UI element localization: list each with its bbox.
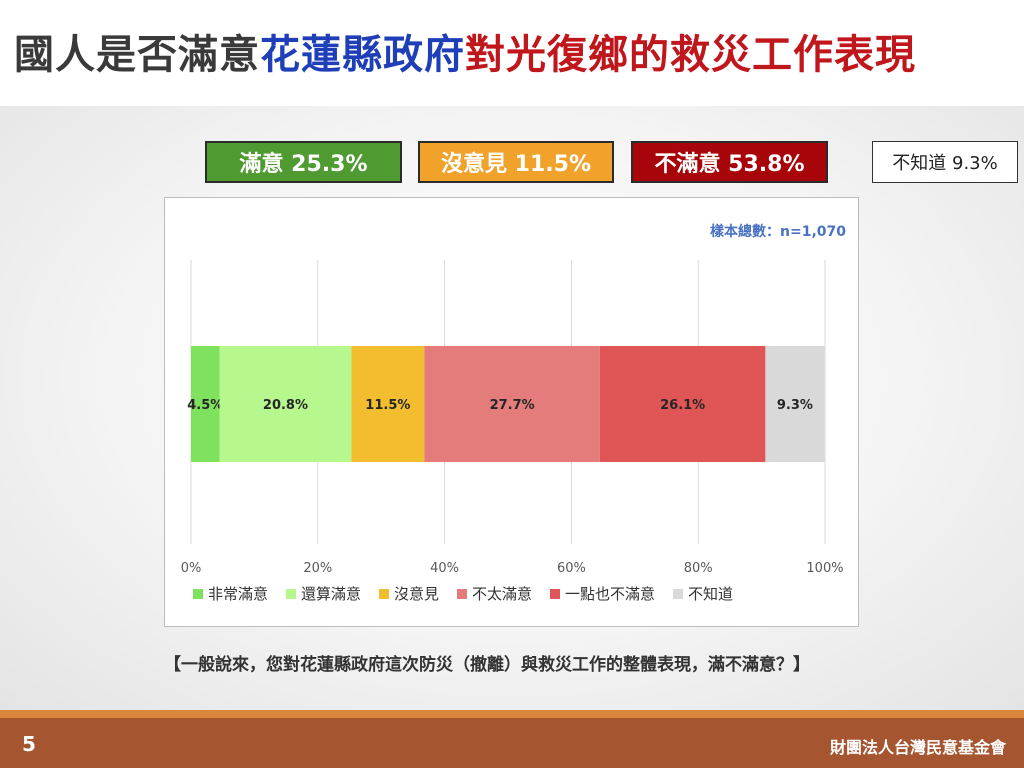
legend-swatch <box>379 589 389 599</box>
sample-size-label: 樣本總數：n=1,070 <box>710 223 846 240</box>
x-tick-label: 100% <box>806 561 843 576</box>
legend-swatch <box>286 589 296 599</box>
x-tick-label: 80% <box>684 561 713 576</box>
footer-accent-strip <box>0 710 1024 718</box>
bar-segment <box>765 346 825 462</box>
summary-dissatisfied-box: 不滿意 53.8% <box>631 141 828 183</box>
title-part-2: 花蓮縣政府 <box>260 32 465 78</box>
legend-label: 沒意見 <box>394 585 439 603</box>
legend-label: 還算滿意 <box>301 585 361 603</box>
bar-segment <box>219 346 352 462</box>
data-label: 9.3% <box>777 398 813 413</box>
data-label: 27.7% <box>490 398 535 413</box>
legend-label: 一點也不滿意 <box>565 585 655 603</box>
x-tick-label: 40% <box>430 561 459 576</box>
legend-swatch <box>673 589 683 599</box>
bar-segment <box>424 346 600 462</box>
data-label: 4.5% <box>187 398 223 413</box>
data-label: 20.8% <box>263 398 308 413</box>
legend-swatch <box>457 589 467 599</box>
data-label: 26.1% <box>660 398 705 413</box>
legend-label: 不太滿意 <box>472 585 532 603</box>
footer-bar: 5 財團法人台灣民意基金會 <box>0 718 1024 768</box>
title-part-1: 國人是否滿意 <box>14 32 260 78</box>
page-number: 5 <box>22 732 36 756</box>
legend-label: 不知道 <box>688 585 733 603</box>
bar-segment <box>599 346 766 462</box>
legend-label: 非常滿意 <box>208 585 268 603</box>
bar-segment <box>351 346 425 462</box>
summary-neutral-box: 沒意見 11.5% <box>418 141 614 183</box>
bar-segment <box>191 346 220 462</box>
page-title: 國人是否滿意花蓮縣政府對光復鄉的救災工作表現 <box>14 22 916 80</box>
summary-satisfied-box: 滿意 25.3% <box>205 141 402 183</box>
legend-swatch <box>193 589 203 599</box>
organization-name: 財團法人台灣民意基金會 <box>829 738 1006 757</box>
x-tick-label: 0% <box>181 561 202 576</box>
legend-swatch <box>550 589 560 599</box>
stacked-bar-chart: 樣本總數：n=1,070 0% 20% 40% 60% 80% 100% 4.5% 20.8% 1… <box>181 223 847 603</box>
title-bar: 國人是否滿意花蓮縣政府對光復鄉的救災工作表現 <box>0 0 1024 106</box>
data-label: 11.5% <box>365 398 410 413</box>
chart-frame: 樣本總數：n=1,070 0% 20% 40% 60% 80% 100% 4.5% 20.8% 1… <box>164 197 859 627</box>
summary-unknown-box: 不知道 9.3% <box>872 141 1018 183</box>
x-tick-label: 60% <box>557 561 586 576</box>
survey-question: 【一般說來，您對花蓮縣政府這次防災（撤離）與救災工作的整體表現，滿不滿意？】 <box>164 655 810 675</box>
x-tick-label: 20% <box>303 561 332 576</box>
title-part-3: 對光復鄉的救災工作表現 <box>465 32 916 78</box>
